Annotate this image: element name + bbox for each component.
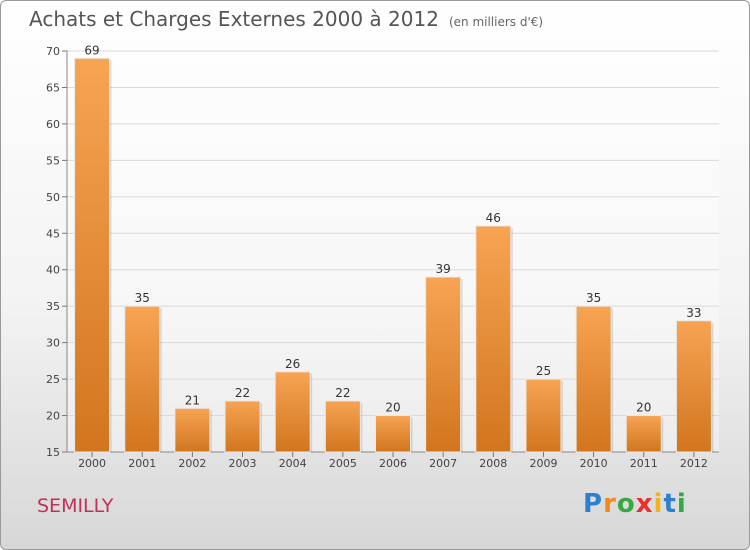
bar-value-label: 35	[135, 291, 150, 305]
plot-area	[67, 51, 719, 452]
x-tick-label: 2010	[580, 457, 608, 470]
y-tick-label: 35	[46, 300, 60, 313]
y-tick-label: 30	[46, 337, 60, 350]
x-tick-label: 2011	[630, 457, 658, 470]
x-tick-label: 2008	[479, 457, 507, 470]
y-tick-label: 55	[46, 154, 60, 167]
y-tick-label: 25	[46, 373, 60, 386]
y-tick-label: 40	[46, 264, 60, 277]
proxiti-logo: Proxiti	[583, 489, 687, 519]
y-tick-label: 70	[46, 45, 60, 58]
y-tick-label: 15	[46, 446, 60, 459]
y-tick-label: 60	[46, 118, 60, 131]
x-tick-label: 2000	[78, 457, 106, 470]
bar	[675, 320, 712, 453]
bar-value-label: 21	[185, 393, 200, 407]
bar	[74, 57, 111, 453]
chart-subtitle: (en milliers d'€)	[448, 15, 544, 29]
bar-value-label: 20	[636, 401, 651, 415]
location-label: SEMILLY	[37, 495, 114, 517]
logo-letter: t	[663, 489, 677, 519]
y-tick-label: 45	[46, 227, 60, 240]
x-tick-label: 2007	[429, 457, 457, 470]
bar-value-label: 69	[84, 43, 99, 57]
bar-value-label: 20	[385, 401, 400, 415]
bar	[575, 305, 612, 453]
x-tick-label: 2012	[680, 457, 708, 470]
chart-title-text: Achats et Charges Externes 2000 à 2012	[29, 7, 439, 31]
y-tick-label: 65	[46, 81, 60, 94]
x-tick-label: 2001	[128, 457, 156, 470]
bar-value-label: 25	[536, 364, 551, 378]
bar-value-label: 46	[486, 211, 501, 225]
bar-value-label: 26	[285, 357, 300, 371]
x-tick-label: 2004	[279, 457, 307, 470]
bar	[274, 371, 311, 453]
bar-value-label: 33	[686, 306, 701, 320]
x-tick-label: 2009	[529, 457, 557, 470]
bar-value-label: 35	[586, 291, 601, 305]
bar	[425, 276, 462, 453]
logo-letter: o	[616, 489, 636, 519]
chart-title: Achats et Charges Externes 2000 à 2012 (e…	[29, 7, 543, 31]
y-tick-label: 50	[46, 191, 60, 204]
x-tick-label: 2003	[229, 457, 257, 470]
logo-letter: i	[676, 489, 687, 519]
bar	[375, 415, 411, 453]
x-tick-label: 2005	[329, 457, 357, 470]
logo-letter: P	[583, 489, 604, 519]
bar-value-label: 22	[235, 386, 250, 400]
logo-letter: x	[635, 489, 654, 519]
y-tick-label: 20	[46, 410, 60, 423]
logo-letter: i	[653, 489, 664, 519]
bar	[475, 225, 512, 453]
bar	[174, 407, 211, 453]
bar	[625, 415, 662, 453]
bar-value-label: 39	[436, 262, 451, 276]
logo-letter: r	[603, 489, 617, 519]
x-tick-label: 2002	[178, 457, 206, 470]
bar	[525, 378, 562, 453]
bar-value-label: 22	[335, 386, 350, 400]
bar	[324, 400, 361, 453]
bar	[124, 305, 161, 453]
x-tick-label: 2006	[379, 457, 407, 470]
bar	[224, 400, 261, 453]
